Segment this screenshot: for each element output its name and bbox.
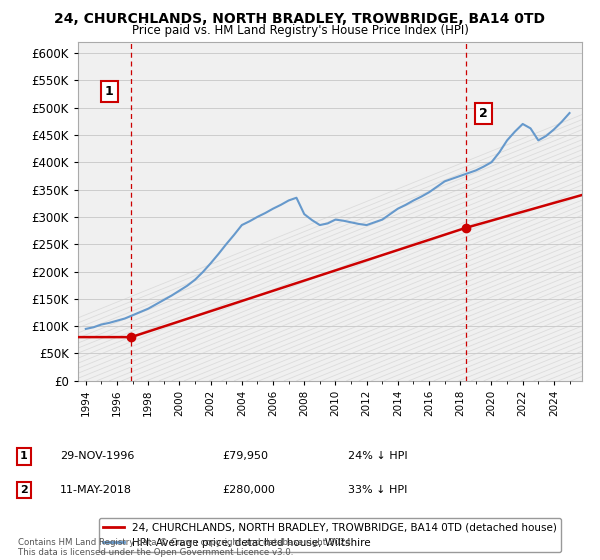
Text: 29-NOV-1996: 29-NOV-1996 [60,451,134,461]
Text: 1: 1 [105,85,113,97]
Text: Contains HM Land Registry data © Crown copyright and database right 2024.
This d: Contains HM Land Registry data © Crown c… [18,538,353,557]
Text: 33% ↓ HPI: 33% ↓ HPI [348,485,407,495]
Text: £79,950: £79,950 [222,451,268,461]
Text: 11-MAY-2018: 11-MAY-2018 [60,485,132,495]
Text: 1: 1 [20,451,28,461]
Text: Price paid vs. HM Land Registry's House Price Index (HPI): Price paid vs. HM Land Registry's House … [131,24,469,37]
Text: £280,000: £280,000 [222,485,275,495]
Text: 2: 2 [20,485,28,495]
Legend: 24, CHURCHLANDS, NORTH BRADLEY, TROWBRIDGE, BA14 0TD (detached house), HPI: Aver: 24, CHURCHLANDS, NORTH BRADLEY, TROWBRID… [99,518,561,552]
Text: 2: 2 [479,106,488,119]
Text: 24% ↓ HPI: 24% ↓ HPI [348,451,407,461]
Text: 24, CHURCHLANDS, NORTH BRADLEY, TROWBRIDGE, BA14 0TD: 24, CHURCHLANDS, NORTH BRADLEY, TROWBRID… [55,12,545,26]
